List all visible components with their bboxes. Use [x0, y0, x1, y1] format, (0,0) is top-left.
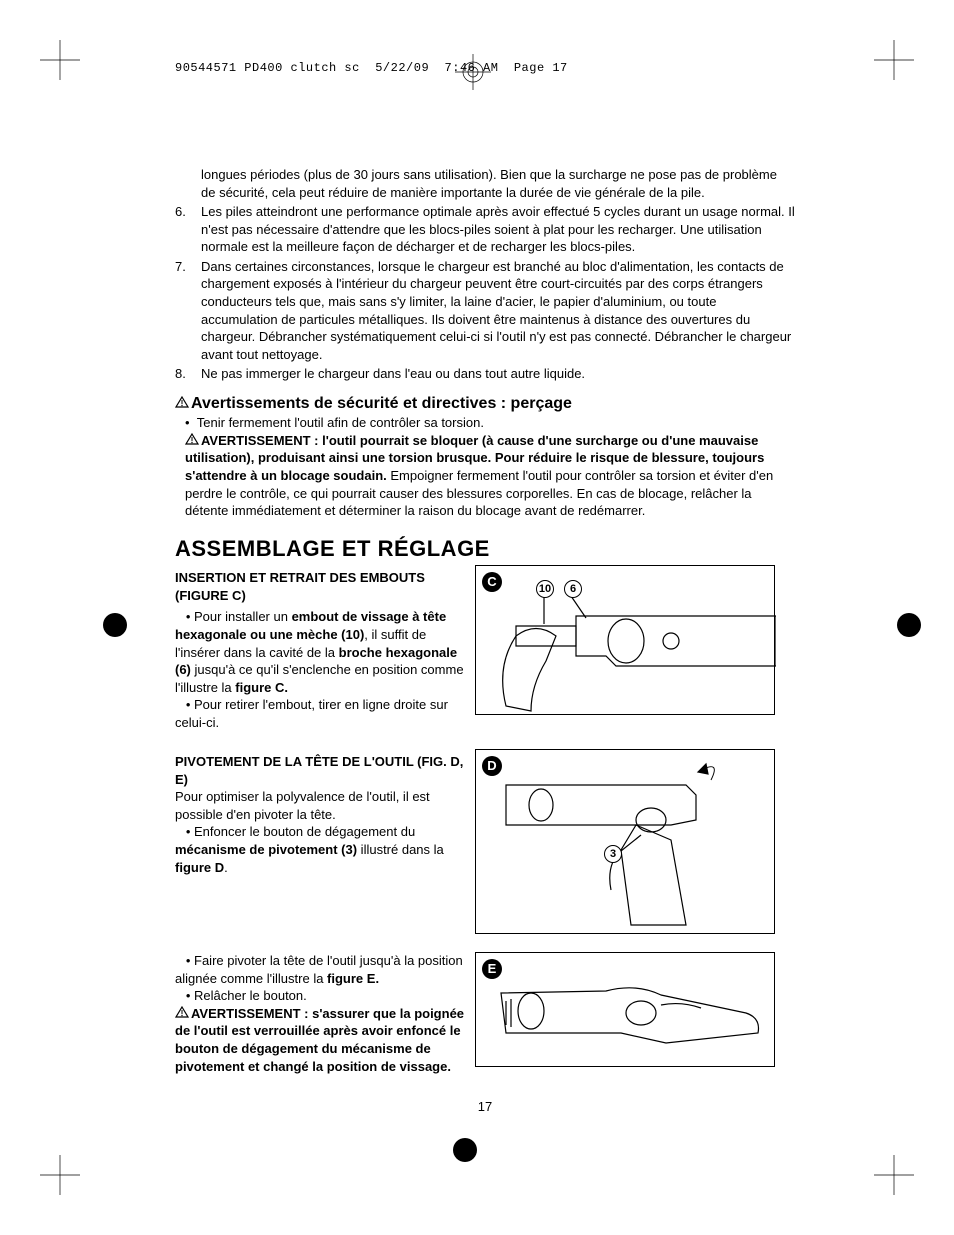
- figure-d: D 3: [475, 749, 775, 934]
- crop-mark-br: [874, 1155, 914, 1195]
- text-span: figure C.: [235, 680, 288, 695]
- text-span: • Enfoncer le bouton de dégagement du: [186, 824, 415, 839]
- warning-icon: [175, 1006, 189, 1018]
- figure-e-drawing: [476, 953, 776, 1068]
- figd-intro: Pour optimiser la polyvalence de l'outil…: [175, 788, 469, 823]
- intro-paragraph: longues périodes (plus de 30 jours sans …: [175, 166, 795, 201]
- text-span: • Pour retirer l'embout, tirer en ligne …: [175, 697, 448, 730]
- registration-right: [884, 600, 934, 650]
- crop-mark-tr: [874, 40, 914, 80]
- list-item-7: 7. Dans certaines circonstances, lorsque…: [175, 258, 795, 363]
- bullet-text: Tenir fermement l'outil afin de contrôle…: [197, 415, 484, 430]
- text-span: .: [224, 860, 228, 875]
- crop-mark-tl: [40, 40, 80, 80]
- text-span: mécanisme de pivotement (3): [175, 842, 357, 857]
- bullet-hold-firmly: • Tenir fermement l'outil afin de contrô…: [175, 414, 795, 432]
- figd-para1: • Enfoncer le bouton de dégagement du mé…: [175, 823, 469, 876]
- section-heading-text: Avertissements de sécurité et directives…: [191, 395, 572, 412]
- subheading-line2: (FIGURE C): [175, 588, 246, 603]
- text-span: jusqu'à ce qu'il s'enclenche en position…: [175, 662, 464, 695]
- subheading-line1: INSERTION ET RETRAIT DES EMBOUTS: [175, 570, 425, 585]
- crop-mark-bl: [40, 1155, 80, 1195]
- list-number: 7.: [175, 258, 201, 363]
- text-span: figure E.: [327, 971, 379, 986]
- warning-text: AVERTISSEMENT : s'assurer que la poignée…: [175, 1006, 464, 1074]
- warning-icon: [185, 433, 199, 445]
- text-span: • Faire pivoter la tête de l'outil jusqu…: [175, 953, 463, 986]
- figure-d-drawing: [476, 750, 776, 935]
- fige-warning: AVERTISSEMENT : s'assurer que la poignée…: [175, 1005, 469, 1075]
- registration-top: [455, 54, 491, 90]
- figure-c: C 10 6: [475, 565, 775, 715]
- list-item-8: 8. Ne pas immerger le chargeur dans l'ea…: [175, 365, 795, 383]
- page-content: 90544571 PD400 clutch sc 5/22/09 7:46 AM…: [175, 60, 795, 1075]
- text-span: figure D: [175, 860, 224, 875]
- text-span: • Relâcher le bouton.: [186, 988, 307, 1003]
- page-number: 17: [175, 1098, 795, 1116]
- registration-left: [90, 600, 140, 650]
- warning-label: AVERTISSEMENT :: [201, 433, 322, 448]
- fige-para2: • Relâcher le bouton.: [175, 987, 469, 1005]
- registration-bottom: [440, 1125, 490, 1175]
- list-body: Les piles atteindront une performance op…: [201, 203, 795, 256]
- text-span: • Pour installer un: [186, 609, 292, 624]
- subheading-insertion: INSERTION ET RETRAIT DES EMBOUTS (FIGURE…: [175, 569, 469, 604]
- figure-c-drawing: [476, 566, 776, 716]
- subheading-pivot: PIVOTEMENT DE LA TÊTE DE L'OUTIL (FIG. D…: [175, 753, 469, 788]
- section-heading-safety: Avertissements de sécurité et directives…: [175, 393, 795, 415]
- figc-para2: • Pour retirer l'embout, tirer en ligne …: [175, 696, 469, 731]
- text-span: illustré dans la: [357, 842, 444, 857]
- list-body: Ne pas immerger le chargeur dans l'eau o…: [201, 365, 795, 383]
- heading-assemblage: ASSEMBLAGE ET RÉGLAGE: [175, 534, 795, 564]
- list-number: 6.: [175, 203, 201, 256]
- figc-para1: • Pour installer un embout de vissage à …: [175, 608, 469, 696]
- warning-block: AVERTISSEMENT : l'outil pourrait se bloq…: [175, 432, 795, 520]
- list-item-6: 6. Les piles atteindront une performance…: [175, 203, 795, 256]
- list-body: Dans certaines circonstances, lorsque le…: [201, 258, 795, 363]
- list-number: 8.: [175, 365, 201, 383]
- fige-para1: • Faire pivoter la tête de l'outil jusqu…: [175, 952, 469, 987]
- warning-icon: [175, 396, 189, 408]
- figure-e: E: [475, 952, 775, 1067]
